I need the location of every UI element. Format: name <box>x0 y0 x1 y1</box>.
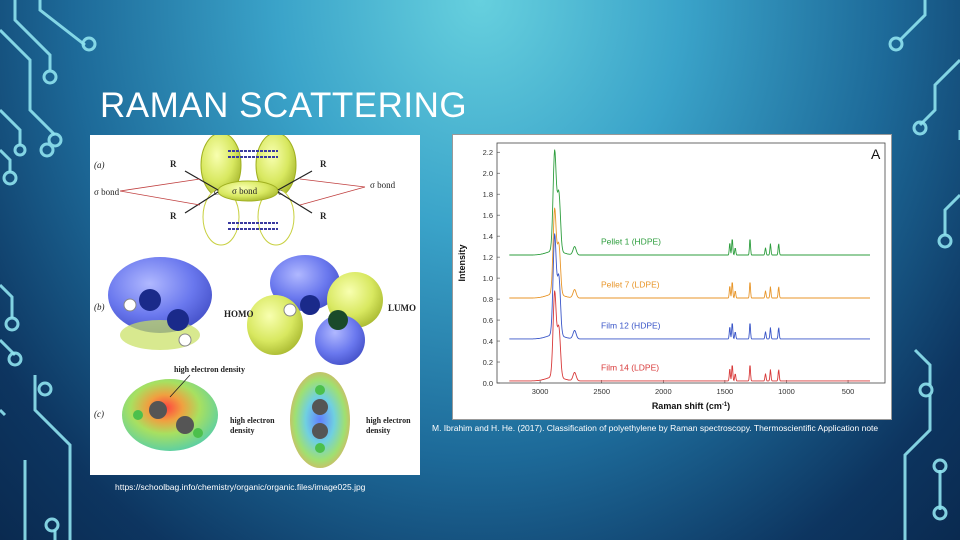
bond-lines <box>184 170 313 214</box>
x-tick-label: 1500 <box>717 387 734 396</box>
homo-label: HOMO <box>224 309 254 319</box>
plot-frame <box>496 142 886 384</box>
high-density-label: high electron density <box>174 365 245 374</box>
r-group-label: R <box>320 159 327 169</box>
y-tick-label: 2.2 <box>483 148 493 157</box>
carbon-label: C <box>278 189 283 197</box>
sigma-bond-center-label: σ bond <box>232 186 258 196</box>
x-tick-label: 2500 <box>593 387 610 396</box>
high-density-label: high electron <box>366 416 411 425</box>
r-group-label: R <box>320 211 327 221</box>
sigma-bond-right-label: σ bond <box>370 180 396 190</box>
y-tick-label: 0.4 <box>483 337 493 346</box>
chart-panel-label: A <box>871 146 881 162</box>
raman-chart: 0.0 0.2 0.4 0.6 0.8 1.0 1.2 1.4 1.6 1.8 2.0 2.2 300… <box>452 134 892 420</box>
high-density-label: high electron <box>230 416 275 425</box>
slide-title: RAMAN SCATTERING <box>100 86 468 125</box>
raman-chart-svg: 0.0 0.2 0.4 0.6 0.8 1.0 1.2 1.4 1.6 1.8 2.0 2.2 300… <box>457 142 886 411</box>
spectrum-line <box>509 233 870 340</box>
spectrum-line <box>509 149 870 256</box>
r-group-label: R <box>170 159 177 169</box>
y-tick-label: 1.6 <box>483 211 493 220</box>
y-tick-label: 1.0 <box>483 274 493 283</box>
x-tick-label: 3000 <box>532 387 549 396</box>
lumo-label: LUMO <box>388 303 416 313</box>
series-label: Film 12 (HDPE) <box>601 320 661 330</box>
citation-left: https://schoolbag.info/chemistry/organic… <box>115 482 366 492</box>
spectrum-line <box>509 207 870 299</box>
y-axis-label: Intensity <box>457 244 467 281</box>
series-label: Pellet 1 (HDPE) <box>601 237 661 247</box>
x-tick-label: 1000 <box>778 387 795 396</box>
y-tick-label: 0.6 <box>483 316 493 325</box>
high-density-label: density <box>366 426 390 435</box>
electrostatic-map <box>290 372 350 468</box>
x-axis-label: Raman shift (cm-1) <box>652 401 730 411</box>
sigma-orbital <box>217 180 279 202</box>
panel-a-label: (a) <box>94 160 105 170</box>
y-tick-label: 0.0 <box>483 379 493 388</box>
carbon-atom <box>167 309 189 331</box>
molecular-orbital-drawing: (a) σ bond σ bond σ bond R R R R C C (b)… <box>94 135 416 468</box>
r-group-label: R <box>170 211 177 221</box>
high-density-label: density <box>230 426 254 435</box>
series-label: Pellet 7 (LDPE) <box>601 280 660 290</box>
carbon-label: C <box>214 189 219 197</box>
y-tick-label: 0.8 <box>483 295 493 304</box>
lumo-orbital <box>270 255 340 311</box>
spectrum-line <box>509 290 870 382</box>
series-label: Film 14 (LDPE) <box>601 362 659 372</box>
hydrogen-atom <box>123 298 137 312</box>
molecular-orbital-figure: (a) σ bond σ bond σ bond R R R R C C (b)… <box>90 135 420 475</box>
y-tick-label: 1.4 <box>483 232 493 241</box>
hydrogen-atom <box>178 333 192 347</box>
y-tick-label: 1.8 <box>483 190 493 199</box>
panel-c-label: (c) <box>94 409 104 419</box>
sigma-bond-left-label: σ bond <box>94 187 120 197</box>
carbon-atom <box>139 289 161 311</box>
x-tick-label: 2000 <box>655 387 672 396</box>
y-tick-label: 1.2 <box>483 253 493 262</box>
x-tick-label: 500 <box>842 387 855 396</box>
y-tick-label: 2.0 <box>483 169 493 178</box>
citation-right: M. Ibrahim and H. He. (2017). Classifica… <box>432 423 879 433</box>
panel-b-label: (b) <box>94 302 105 312</box>
y-tick-label: 0.2 <box>483 358 493 367</box>
